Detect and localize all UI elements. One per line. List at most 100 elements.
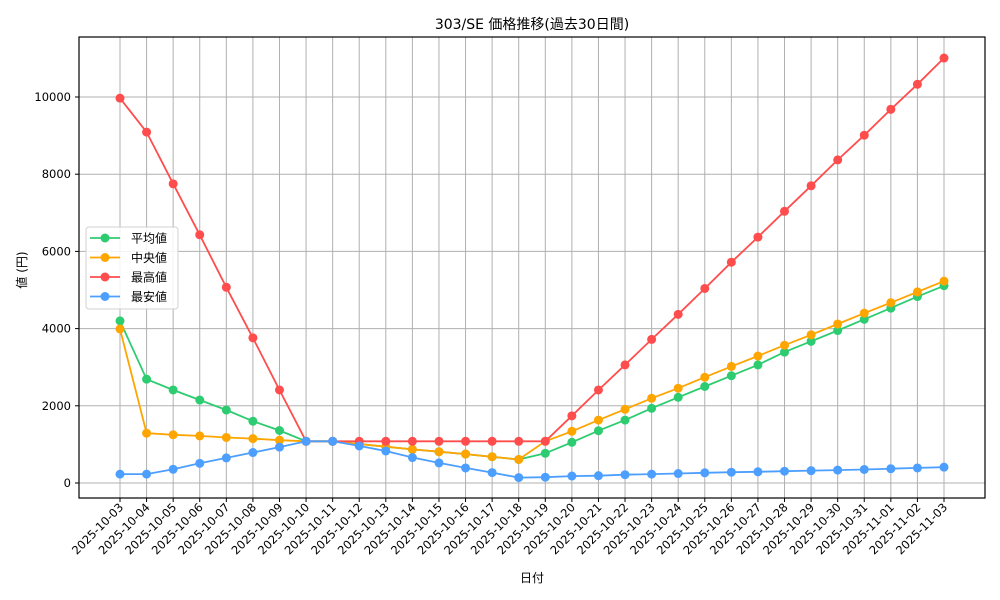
data-point-marker	[753, 360, 763, 370]
data-point-marker	[939, 276, 949, 286]
data-point-marker	[780, 206, 790, 216]
data-point-marker	[700, 468, 710, 478]
series-line	[119, 284, 945, 461]
data-point-marker	[274, 426, 284, 436]
data-point-marker	[886, 464, 896, 474]
data-point-marker	[434, 458, 444, 468]
data-point-marker	[407, 436, 417, 446]
data-point-marker	[673, 309, 683, 319]
data-point-marker	[142, 469, 152, 479]
data-point-marker	[593, 385, 603, 395]
data-point-marker	[168, 385, 178, 395]
data-point-marker	[487, 436, 497, 446]
data-point-marker	[381, 446, 391, 456]
plot-frame	[78, 36, 986, 499]
data-point-marker	[407, 453, 417, 463]
data-point-marker	[726, 371, 736, 381]
legend-label: 中央値	[131, 250, 167, 265]
data-point-marker	[647, 393, 657, 403]
data-point-marker	[168, 464, 178, 474]
y-tick-label: 2000	[42, 399, 71, 413]
x-axis-label: 日付	[520, 571, 544, 585]
data-point-marker	[461, 463, 471, 473]
series-最安値	[115, 436, 949, 483]
data-point-marker	[540, 436, 550, 446]
data-point-marker	[221, 432, 231, 442]
data-point-marker	[647, 469, 657, 479]
data-point-marker	[487, 468, 497, 478]
series-line	[120, 440, 945, 479]
x-axis-ticks: 2025-10-032025-10-042025-10-052025-10-06…	[69, 498, 950, 557]
data-point-marker	[620, 470, 630, 480]
y-tick-label: 4000	[42, 322, 71, 336]
data-point-marker	[859, 308, 869, 318]
data-point-marker	[115, 469, 125, 479]
data-point-marker	[859, 464, 869, 474]
grid-lines	[79, 37, 985, 498]
data-point-marker	[912, 287, 922, 297]
data-point-marker	[673, 469, 683, 479]
data-point-marker	[195, 431, 205, 441]
data-point-marker	[700, 372, 710, 382]
data-point-marker	[461, 449, 471, 459]
data-point-marker	[780, 466, 790, 476]
data-point-marker	[833, 326, 843, 336]
legend-item: 最安値	[90, 289, 167, 304]
data-point-marker	[540, 472, 550, 482]
data-point-marker	[673, 392, 683, 402]
data-point-marker	[221, 282, 231, 292]
legend-marker-icon	[100, 272, 110, 282]
y-tick-label: 10000	[34, 90, 71, 104]
data-point-marker	[168, 179, 178, 189]
data-point-marker	[833, 465, 843, 475]
data-point-marker	[700, 283, 710, 293]
data-point-marker	[434, 436, 444, 446]
data-point-marker	[726, 467, 736, 477]
data-point-marker	[248, 448, 258, 458]
legend-marker-icon	[100, 253, 110, 262]
data-point-marker	[780, 347, 790, 357]
data-point-marker	[274, 385, 284, 395]
legend-item: 中央値	[90, 250, 167, 265]
data-point-marker	[700, 382, 710, 391]
data-point-marker	[195, 395, 205, 405]
data-point-marker	[195, 230, 205, 240]
data-point-marker	[142, 428, 152, 438]
data-point-marker	[806, 330, 816, 340]
y-axis-ticks: 0 2000 4000 6000 8000 10000	[34, 90, 79, 490]
data-point-marker	[833, 319, 843, 329]
data-point-marker	[859, 314, 869, 324]
data-point-marker	[274, 435, 284, 445]
series-平均値	[115, 281, 949, 464]
data-point-marker	[434, 447, 444, 457]
legend-label: 最安値	[131, 289, 167, 304]
data-point-marker	[673, 383, 683, 393]
data-point-marker	[407, 444, 417, 454]
series-lines	[115, 53, 949, 483]
data-point-marker	[780, 340, 790, 350]
data-point-marker	[753, 232, 763, 242]
data-point-marker	[142, 374, 152, 384]
data-point-marker	[833, 155, 843, 165]
data-point-marker	[248, 333, 258, 343]
data-point-marker	[514, 454, 524, 464]
series-line	[119, 280, 945, 461]
data-point-marker	[886, 104, 896, 114]
y-tick-label: 6000	[42, 244, 71, 258]
data-point-marker	[726, 361, 736, 371]
data-point-marker	[647, 403, 657, 413]
data-point-marker	[381, 436, 391, 446]
data-point-marker	[567, 411, 577, 421]
data-point-marker	[248, 416, 258, 426]
data-point-marker	[939, 53, 949, 63]
data-point-marker	[328, 436, 338, 446]
data-point-marker	[886, 298, 896, 308]
data-point-marker	[514, 473, 524, 483]
data-point-marker	[593, 426, 603, 436]
data-point-marker	[647, 334, 657, 344]
data-point-marker	[567, 471, 577, 481]
data-point-marker	[753, 467, 763, 477]
legend-item: 平均値	[90, 231, 167, 246]
